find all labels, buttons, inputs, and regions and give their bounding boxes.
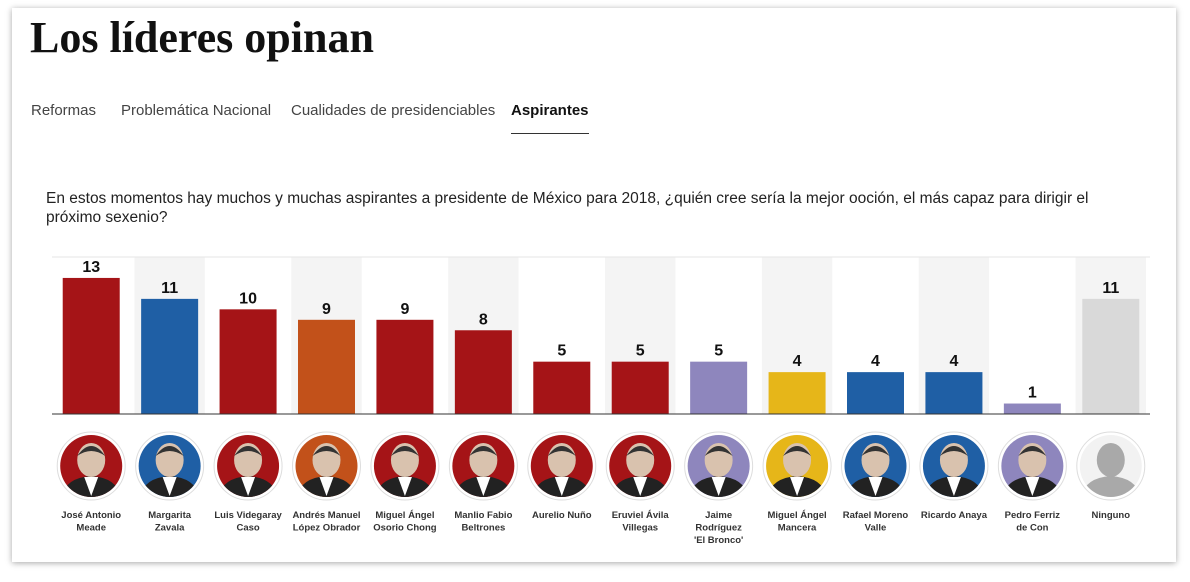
portrait-hair (861, 446, 890, 456)
question: En estos momentos hay muchos y muchas as… (46, 190, 1089, 226)
bar (62, 277, 120, 414)
category-label: Osorio Chong (373, 523, 437, 534)
bar (533, 361, 591, 414)
value-label: 8 (479, 311, 488, 328)
portrait-shirt (241, 477, 256, 496)
category-label: Miguel Ángel (375, 510, 434, 521)
category-label: Villegas (622, 523, 658, 534)
portrait-hair (704, 446, 733, 456)
category-label: Ricardo Anaya (921, 510, 988, 521)
value-label: 1 (1028, 385, 1037, 402)
tab[interactable]: Problemática Nacional (121, 102, 272, 119)
value-label: 5 (636, 343, 645, 360)
portrait-shirt (946, 477, 961, 496)
category-label: Zavala (155, 523, 185, 534)
category-label: Eruviel Ávila (612, 510, 670, 521)
portrait-hair (155, 446, 184, 456)
category-label: 'El Bronco' (694, 535, 743, 546)
bar (219, 309, 277, 414)
bar (1082, 298, 1140, 414)
bar (298, 319, 355, 414)
portrait-hair (234, 446, 263, 456)
category-label: López Obrador (293, 523, 361, 534)
value-label: 4 (793, 353, 802, 370)
portrait-shirt (868, 477, 883, 496)
bar (141, 298, 199, 414)
category-label: Mancera (778, 523, 817, 534)
category-label: Luis Videgaray (214, 510, 282, 521)
category-label: Jaime (705, 510, 732, 521)
bar (1003, 403, 1061, 414)
value-label: 4 (949, 353, 958, 370)
portrait-head (1096, 443, 1125, 477)
category-label: Margarita (148, 510, 191, 521)
bar (376, 319, 434, 414)
portrait-hair (390, 446, 419, 456)
category-label: Meade (76, 523, 106, 534)
portrait-hair (1018, 446, 1047, 456)
category-label: Beltrones (461, 523, 505, 534)
category-label: Valle (865, 523, 887, 534)
portrait-shirt (162, 477, 177, 496)
portrait-hair (469, 446, 498, 456)
portrait-hair (939, 446, 968, 456)
bar (690, 361, 748, 414)
category-label: Aurelio Nuño (532, 510, 592, 521)
value-label: 9 (322, 301, 331, 318)
category-label: José Antonio (61, 510, 121, 521)
value-label: 4 (871, 353, 880, 370)
category-label: de Con (1016, 523, 1048, 534)
bar (768, 372, 826, 414)
category-label: Miguel Ángel (768, 510, 827, 521)
category-label: Manlio Fabio (454, 510, 512, 521)
value-label: 10 (239, 290, 257, 307)
page-title: Los líderes opinan (30, 13, 374, 62)
value-label: 11 (1102, 280, 1119, 297)
portrait-hair (783, 446, 812, 456)
portrait-shirt (633, 477, 648, 496)
portrait-shirt (1025, 477, 1040, 496)
portrait-hair (547, 446, 576, 456)
bar (611, 361, 669, 414)
category-label: Pedro Ferriz (1005, 510, 1061, 521)
category-label: Rodríguez (695, 523, 742, 534)
category-label: Rafael Moreno (843, 510, 909, 521)
bar (454, 330, 512, 414)
portrait-hair (626, 446, 655, 456)
category-label: Ninguno (1092, 510, 1131, 521)
category-label: Andrés Manuel (292, 510, 360, 521)
category-label: Caso (236, 523, 259, 534)
portrait-hair (77, 446, 106, 456)
value-label: 5 (557, 343, 566, 360)
bar (925, 372, 983, 414)
portrait-shirt (319, 477, 334, 496)
portrait-shirt (397, 477, 412, 496)
portrait-shirt (790, 477, 805, 496)
portrait-shirt (711, 477, 726, 496)
portrait-shirt (476, 477, 491, 496)
value-label: 11 (161, 280, 178, 297)
portrait-shirt (554, 477, 569, 496)
value-label: 5 (714, 343, 723, 360)
tab[interactable]: Reformas (31, 102, 97, 119)
value-label: 13 (82, 259, 100, 276)
portrait-shirt (84, 477, 99, 496)
tab[interactable]: Cualidades de presidenciables (291, 102, 496, 119)
value-label: 9 (400, 301, 409, 318)
portrait-hair (312, 446, 341, 456)
tab-active[interactable]: Aspirantes (511, 102, 589, 134)
bar (847, 372, 904, 414)
